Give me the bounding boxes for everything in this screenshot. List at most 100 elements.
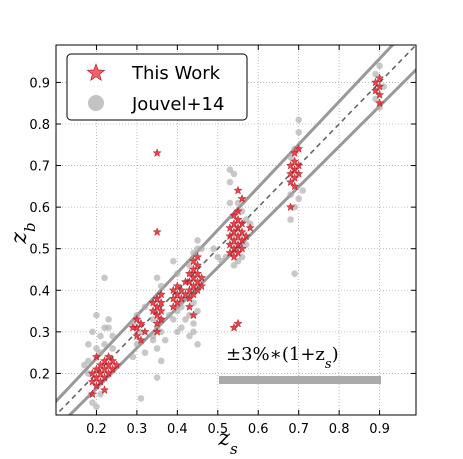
data-point-this-work — [188, 289, 199, 299]
legend-label-jouvel14: Jouvel+14 — [131, 94, 224, 115]
data-point-this-work — [148, 306, 158, 315]
data-point-this-work — [184, 285, 195, 295]
data-point-this-work — [168, 293, 178, 303]
data-point-this-work — [233, 248, 243, 257]
data-point-this-work — [241, 231, 251, 241]
data-point-this-work — [176, 285, 186, 295]
data-point-this-work — [371, 85, 381, 95]
data-point-this-work — [286, 169, 296, 178]
x-axis-label-sub: s — [230, 440, 238, 458]
data-point-this-work — [100, 356, 110, 365]
x-tick-label: 0.8 — [329, 422, 350, 437]
data-point-this-work — [87, 368, 97, 378]
legend-label-this-work: This Work — [131, 63, 221, 84]
data-point-this-work — [136, 318, 146, 328]
data-point-jouvel14 — [141, 303, 149, 311]
data-point-this-work — [152, 318, 162, 328]
data-point-jouvel14 — [89, 328, 96, 336]
data-point-jouvel14 — [137, 395, 145, 402]
data-point-jouvel14 — [97, 332, 104, 340]
data-point-this-work — [193, 252, 203, 261]
data-point-this-work — [100, 364, 110, 374]
data-point-this-work — [168, 302, 178, 311]
data-point-this-work — [132, 314, 142, 324]
y-axis-label-sub: b — [21, 222, 39, 232]
x-tick-label: 0.9 — [369, 422, 390, 437]
data-point-this-work — [184, 268, 195, 278]
data-point-this-work — [189, 256, 199, 266]
data-point-this-work — [371, 77, 381, 87]
data-point-jouvel14 — [109, 332, 116, 340]
data-point-this-work — [290, 181, 300, 191]
x-tick-label: 0.7 — [288, 422, 309, 437]
data-point-this-work — [290, 156, 300, 166]
data-point-this-work — [233, 318, 243, 328]
data-point-this-work — [233, 206, 243, 216]
x-tick-label: 0.4 — [167, 422, 188, 437]
data-point-this-work — [286, 177, 296, 187]
data-point-this-work — [233, 214, 243, 224]
data-point-jouvel14 — [291, 270, 298, 277]
y-tick-label: 0.6 — [29, 201, 50, 216]
data-point-this-work — [237, 227, 247, 236]
data-point-jouvel14 — [157, 357, 165, 365]
x-tick-label: 0.5 — [207, 422, 228, 437]
lower-bound-line — [67, 67, 416, 415]
data-point-jouvel14 — [214, 253, 222, 261]
data-point-jouvel14 — [287, 191, 294, 198]
data-point-jouvel14 — [149, 336, 157, 344]
data-point-jouvel14 — [101, 341, 108, 348]
data-point-jouvel14 — [186, 311, 193, 319]
data-point-this-work — [104, 368, 114, 378]
data-point-this-work — [87, 389, 97, 399]
data-point-this-work — [229, 210, 239, 220]
data-point-this-work — [152, 227, 162, 236]
data-point-jouvel14 — [165, 311, 173, 319]
data-point-jouvel14 — [238, 207, 246, 215]
data-point-this-work — [95, 368, 106, 378]
data-point-this-work — [152, 327, 162, 336]
x-tick-label: 0.2 — [86, 422, 107, 437]
data-point-jouvel14 — [194, 237, 201, 244]
data-point-jouvel14 — [178, 324, 185, 331]
annotation-sub: s — [325, 357, 332, 372]
data-point-jouvel14 — [295, 116, 302, 124]
data-point-this-work — [91, 364, 101, 374]
data-point-this-work — [225, 223, 235, 232]
data-point-jouvel14 — [93, 345, 100, 352]
data-point-jouvel14 — [105, 316, 112, 323]
data-point-jouvel14 — [85, 370, 92, 377]
data-point-this-work — [188, 264, 199, 274]
data-point-this-work — [188, 310, 199, 320]
data-point-this-work — [237, 194, 247, 203]
data-point-this-work — [229, 252, 239, 261]
data-point-this-work — [197, 281, 207, 290]
data-point-jouvel14 — [157, 328, 165, 336]
data-point-jouvel14 — [190, 328, 197, 336]
y-tick-label: 0.3 — [29, 326, 50, 341]
annotation-bar — [219, 376, 381, 384]
data-point-this-work — [172, 281, 182, 290]
data-point-this-work — [189, 273, 199, 282]
data-point-this-work — [237, 219, 247, 228]
data-point-jouvel14 — [190, 249, 197, 257]
data-point-this-work — [95, 360, 106, 369]
data-point-jouvel14 — [218, 257, 226, 265]
data-point-this-work — [180, 289, 190, 299]
data-point-this-work — [184, 293, 195, 303]
data-point-jouvel14 — [85, 341, 92, 348]
axis-ticks: 0.2 0.3 0.4 0.5 0.6 0.7 0.8 0.9 0.2 0.3 0.4 0.5 0.6 0… — [29, 45, 416, 437]
data-point-jouvel14 — [85, 357, 92, 365]
data-point-this-work — [375, 90, 385, 99]
data-point-jouvel14 — [376, 62, 383, 70]
data-point-jouvel14 — [101, 274, 108, 282]
y-axis-label: zb — [7, 222, 39, 244]
data-point-this-work — [225, 239, 235, 249]
data-point-jouvel14 — [89, 399, 96, 406]
data-point-this-work — [375, 81, 385, 91]
data-point-jouvel14 — [295, 129, 302, 136]
x-tick-label: 0.6 — [248, 422, 269, 437]
data-point-this-work — [91, 372, 101, 382]
data-point-this-work — [156, 289, 166, 299]
data-point-this-work — [91, 381, 101, 390]
